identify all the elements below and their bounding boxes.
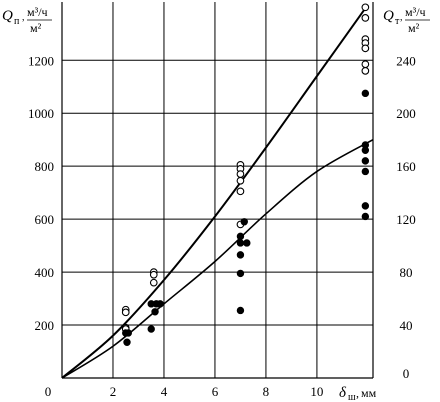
filled-circle-point	[361, 212, 370, 221]
svg-text:,: ,	[400, 12, 403, 23]
open-circle-point	[361, 44, 370, 53]
svg-text:Q: Q	[2, 8, 13, 24]
filled-circle-point	[236, 232, 245, 241]
svg-text:Q: Q	[383, 8, 394, 24]
open-circle-point	[149, 278, 158, 287]
y-left-tick-label: 600	[35, 212, 55, 227]
filled-circle-point	[361, 202, 370, 210]
filled-circle-point	[240, 218, 248, 226]
open-circle-point	[361, 14, 370, 22]
open-circle-point	[121, 308, 130, 317]
x-axis-title: δ ш , мм	[339, 385, 377, 402]
open-circle-point	[361, 66, 370, 75]
filled-circle-point	[236, 239, 245, 247]
open-circle-point	[361, 60, 370, 69]
x-tick-label: 4	[161, 384, 168, 399]
svg-text:м³/ч: м³/ч	[27, 5, 48, 19]
filled-circle-point	[156, 300, 164, 308]
fit-curve-2	[61, 138, 374, 379]
y-right-tick-label: 240	[396, 53, 416, 68]
filled-circle-point	[361, 167, 370, 176]
filled-circle-point	[236, 251, 245, 259]
open-circle-point	[236, 187, 245, 196]
open-circle-point	[361, 3, 370, 12]
y-right-tick-label: 120	[396, 212, 416, 227]
svg-text:п: п	[14, 16, 20, 27]
open-circle-point	[236, 176, 245, 185]
x-tick-label: 0	[45, 384, 52, 399]
y-left-tick-label: 400	[35, 265, 55, 280]
y-right-tick-label: 0	[403, 366, 410, 381]
filled-circle-point	[361, 157, 370, 165]
fit-curve-1	[61, 4, 369, 379]
filled-circle-point	[147, 325, 155, 333]
filled-circle-point	[236, 306, 245, 315]
open-circle-point	[236, 170, 245, 178]
y-right-tick-label: 40	[400, 318, 413, 333]
svg-text:м²: м²	[30, 21, 42, 35]
y-right-axis-title: Q т , м³/ч м²	[383, 5, 430, 35]
open-circle-point	[149, 270, 158, 279]
filled-circle-point	[124, 329, 132, 337]
svg-text:δ: δ	[339, 385, 347, 401]
filled-circle-point	[236, 269, 245, 278]
y-right-tick-label: 200	[396, 106, 416, 121]
svg-text:мм: мм	[361, 386, 377, 400]
svg-text:ш: ш	[348, 392, 356, 402]
y-right-tick-label: 80	[400, 265, 413, 280]
y-left-tick-label: 1200	[28, 53, 54, 68]
x-tick-label: 8	[263, 384, 270, 399]
y-left-tick-label: 200	[35, 318, 55, 333]
y-right-tick-label: 160	[396, 159, 416, 174]
fitted-curves	[61, 4, 374, 379]
x-tick-label: 2	[110, 384, 117, 399]
filled-circle-point	[151, 308, 159, 316]
svg-text:,: ,	[356, 386, 359, 400]
x-tick-label: 10	[310, 384, 323, 399]
y-left-tick-label: 800	[35, 159, 55, 174]
y-left-axis-title: Q п , м³/ч м²	[2, 5, 52, 35]
filled-circle-point	[123, 338, 131, 346]
chart-grid	[61, 2, 374, 379]
filled-circle-point	[361, 146, 370, 154]
data-points	[121, 3, 370, 346]
x-tick-label: 6	[212, 384, 219, 399]
svg-text:м³/ч: м³/ч	[405, 5, 426, 19]
svg-text:м²: м²	[408, 21, 420, 35]
y-left-tick-label: 1000	[28, 106, 54, 121]
filled-circle-point	[243, 239, 251, 247]
svg-text:т: т	[395, 16, 400, 27]
filled-circle-point	[361, 89, 370, 98]
svg-text:,: ,	[22, 12, 25, 23]
tick-labels: 0 2 4 6 8 10 200 400 600 800 1000 1200 0 40 80 120 160 20…	[28, 53, 416, 399]
